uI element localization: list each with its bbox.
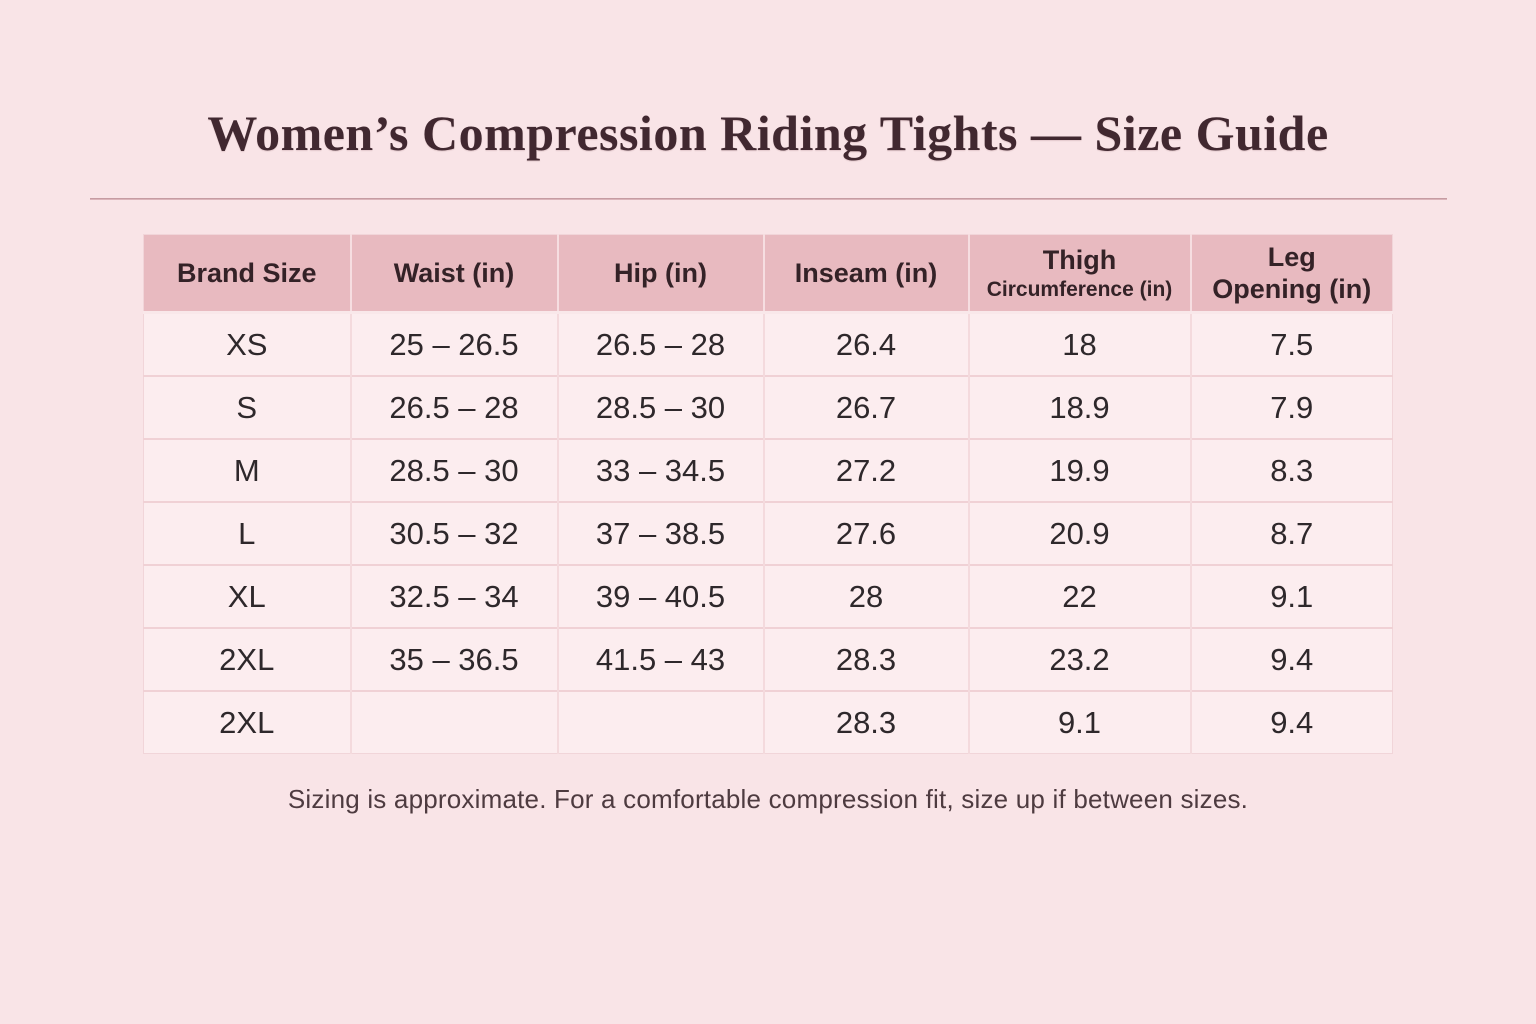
column-header-inseam: Inseam (in) (762, 234, 969, 313)
column-header-label: Thigh (1042, 245, 1117, 276)
header-row: Brand Size Waist (in) Hip (in) Inseam (i… (143, 234, 1393, 313)
table-cell: XS (143, 311, 351, 376)
table-row: 2XL 28.3 9.1 9.4 (143, 690, 1393, 754)
table-cell (349, 690, 558, 754)
table-row: XL 32.5 – 34 39 – 40.5 28 22 9.1 (143, 564, 1393, 628)
table-cell: 8.3 (1189, 438, 1393, 502)
column-header-sublabel: Opening (in) (1212, 274, 1372, 304)
table-cell: 27.2 (762, 438, 969, 502)
column-header-sublabel: Circumference (in) (986, 277, 1173, 301)
table-row: L 30.5 – 32 37 – 38.5 27.6 20.9 8.7 (143, 501, 1393, 565)
table-cell: 26.5 – 28 (349, 375, 558, 439)
table-cell: 7.5 (1189, 311, 1393, 376)
table-cell: 25 – 26.5 (349, 311, 558, 376)
table-cell: 9.1 (1189, 564, 1393, 628)
column-header-label: Inseam (in) (794, 257, 938, 288)
table-row: 2XL 35 – 36.5 41.5 – 43 28.3 23.2 9.4 (143, 627, 1393, 691)
table-cell: 2XL (143, 627, 351, 691)
table-cell: 35 – 36.5 (349, 627, 558, 691)
size-guide-table: Brand Size Waist (in) Hip (in) Inseam (i… (143, 234, 1393, 754)
table-row: S 26.5 – 28 28.5 – 30 26.7 18.9 7.9 (143, 375, 1393, 439)
column-header-label: Leg (1267, 241, 1316, 272)
table-cell: 30.5 – 32 (349, 501, 558, 565)
table-cell: 7.9 (1189, 375, 1393, 439)
table-cell: 22 (967, 564, 1191, 628)
table-cell: 8.7 (1189, 501, 1393, 565)
table-cell: 27.6 (762, 501, 969, 565)
table-cell: 28.3 (762, 627, 969, 691)
title-divider (89, 198, 1447, 200)
table-cell: 9.4 (1189, 690, 1393, 754)
table-cell: 32.5 – 34 (349, 564, 558, 628)
table-cell: 28.3 (762, 690, 969, 754)
table-cell: 9.1 (967, 690, 1191, 754)
table-cell: 26.4 (762, 311, 969, 376)
table-cell: 18.9 (967, 375, 1191, 439)
column-header-brand-size: Brand Size (143, 234, 351, 313)
size-table-header: Brand Size Waist (in) Hip (in) Inseam (i… (143, 234, 1393, 313)
sizing-note: Sizing is approximate. For a comfortable… (287, 784, 1249, 814)
table-cell: XL (143, 564, 351, 628)
table-cell: 28.5 – 30 (349, 438, 558, 502)
table-cell: 23.2 (967, 627, 1191, 691)
table-cell: 28 (762, 564, 969, 628)
table-cell: 18 (967, 311, 1191, 376)
column-header-hip: Hip (in) (556, 234, 764, 313)
table-cell: M (143, 438, 351, 502)
table-cell: 9.4 (1189, 627, 1393, 691)
table-row: XS 25 – 26.5 26.5 – 28 26.4 18 7.5 (143, 311, 1393, 376)
column-header-label: Hip (in) (614, 257, 707, 288)
table-cell: S (143, 375, 351, 439)
table-cell: 20.9 (967, 501, 1191, 565)
table-cell: 26.7 (762, 375, 969, 439)
table-cell: 33 – 34.5 (556, 438, 764, 502)
size-table-body: XS 25 – 26.5 26.5 – 28 26.4 18 7.5 S 26.5 – 28 2… (143, 311, 1393, 754)
table-cell: 39 – 40.5 (556, 564, 764, 628)
table-cell: 2XL (143, 690, 351, 754)
column-header-leg-opening: Leg Opening (in) (1189, 234, 1393, 313)
table-row: M 28.5 – 30 33 – 34.5 27.2 19.9 8.3 (143, 438, 1393, 502)
table-cell (556, 690, 764, 754)
column-header-label: Brand Size (176, 257, 317, 288)
table-cell: 19.9 (967, 438, 1191, 502)
table-cell: 37 – 38.5 (556, 501, 764, 565)
table-cell: L (143, 501, 351, 565)
table-cell: 28.5 – 30 (556, 375, 764, 439)
column-header-label: Waist (in) (393, 257, 515, 288)
table-cell: 26.5 – 28 (556, 311, 764, 376)
page-title: Women’s Compression Riding Tights — Size… (207, 105, 1329, 161)
column-header-waist: Waist (in) (349, 234, 558, 313)
table-cell: 41.5 – 43 (556, 627, 764, 691)
column-header-thigh-circumference: Thigh Circumference (in) (967, 234, 1191, 313)
